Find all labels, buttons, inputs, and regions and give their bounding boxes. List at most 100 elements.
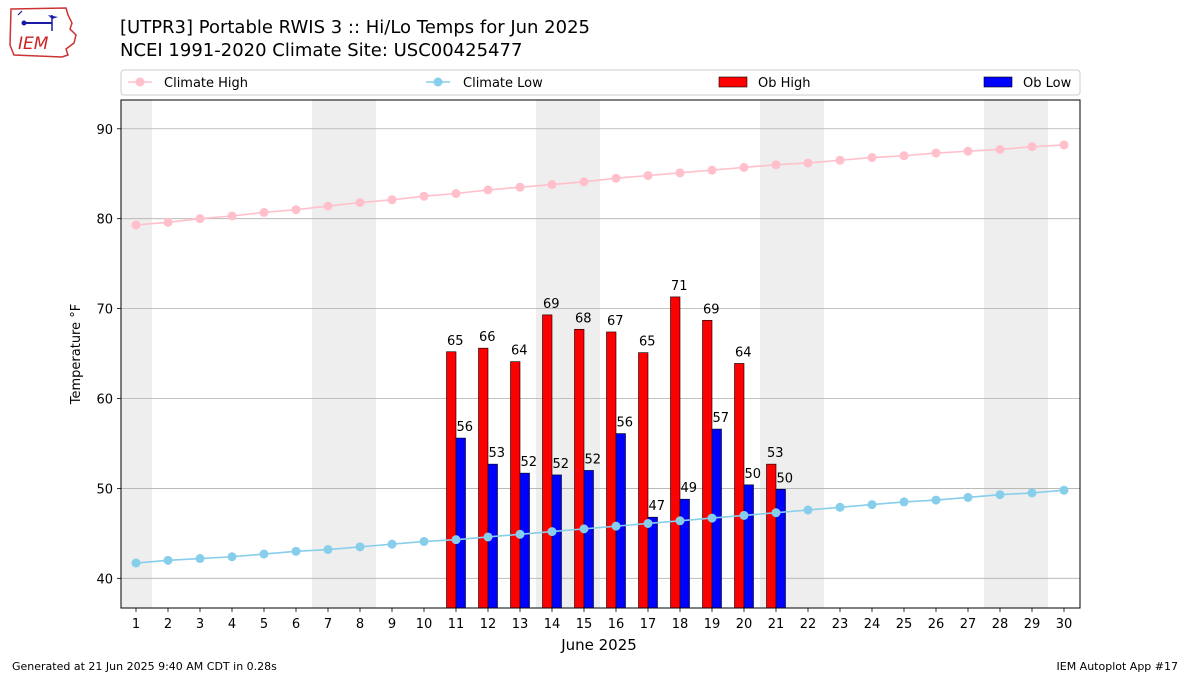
y-tick-label: 40 — [96, 572, 113, 587]
y-tick-label: 80 — [96, 213, 113, 228]
iem-logo: IEM — [8, 5, 82, 63]
climate-high-point — [227, 211, 237, 221]
ob-low-label: 50 — [776, 471, 793, 486]
ob-low-label: 53 — [488, 446, 505, 461]
climate-high-point — [451, 189, 461, 199]
x-tick-label: 21 — [768, 617, 785, 632]
x-tick-label: 3 — [196, 617, 204, 632]
climate-high-point — [739, 162, 749, 172]
generated-timestamp: Generated at 21 Jun 2025 9:40 AM CDT in … — [12, 660, 277, 673]
x-tick-label: 6 — [292, 617, 300, 632]
weekend-shade — [344, 100, 376, 608]
climate-low-point — [835, 502, 845, 512]
x-tick-label: 15 — [576, 617, 593, 632]
climate-low-point — [771, 508, 781, 518]
ob-low-bar — [615, 433, 626, 609]
climate-low-point — [451, 535, 461, 545]
climate-low-point — [547, 527, 557, 537]
x-tick-label: 14 — [544, 617, 561, 632]
ob-high-bar — [574, 328, 585, 609]
climate-high-point — [867, 153, 877, 163]
climate-high-point — [995, 144, 1005, 154]
climate-low-point — [643, 518, 653, 528]
ob-low-bar — [775, 489, 786, 609]
climate-high-point — [355, 197, 365, 207]
x-tick-label: 23 — [832, 617, 849, 632]
climate-low-point — [163, 555, 173, 565]
climate-low-point — [323, 545, 333, 555]
legend-ob-low-swatch — [983, 76, 1013, 88]
climate-high-point — [259, 207, 269, 217]
x-tick-label: 1 — [132, 617, 140, 632]
climate-high-point — [771, 160, 781, 170]
chart-subtitle: NCEI 1991-2020 Climate Site: USC00425477 — [120, 40, 523, 61]
ob-low-label: 50 — [744, 467, 761, 482]
climate-low-point — [259, 549, 269, 559]
chart-title: [UTPR3] Portable RWIS 3 :: Hi/Lo Temps f… — [120, 17, 590, 38]
climate-low-point — [227, 552, 237, 562]
y-tick-label: 50 — [96, 482, 113, 497]
x-tick-label: 17 — [640, 617, 657, 632]
climate-high-point — [387, 195, 397, 205]
y-axis-label: Temperature °F — [69, 304, 84, 405]
ob-high-bar — [478, 347, 489, 609]
climate-low-point — [1059, 485, 1069, 495]
legend-ob-high-swatch — [718, 76, 748, 88]
weekend-shade — [1016, 100, 1048, 608]
weekend-shade — [312, 100, 344, 608]
climate-low-point — [387, 539, 397, 549]
x-tick-label: 2 — [164, 617, 172, 632]
ob-low-label: 52 — [584, 452, 601, 467]
x-tick-label: 13 — [512, 617, 529, 632]
climate-low-point — [611, 521, 621, 531]
ob-high-label: 64 — [735, 345, 752, 360]
x-tick-label: 8 — [356, 617, 364, 632]
x-tick-label: 22 — [800, 617, 817, 632]
x-tick-label: 19 — [704, 617, 721, 632]
x-tick-label: 27 — [960, 617, 977, 632]
x-tick-label: 12 — [480, 617, 497, 632]
y-tick-label: 90 — [96, 123, 113, 138]
climate-high-point — [291, 205, 301, 215]
climate-low-point — [931, 495, 941, 505]
ob-high-bar — [702, 319, 713, 609]
climate-high-point — [643, 171, 653, 181]
climate-low-point — [419, 536, 429, 546]
climate-low-point — [515, 529, 525, 539]
ob-high-label: 71 — [671, 279, 688, 294]
climate-low-point — [899, 497, 909, 507]
ob-low-label: 56 — [456, 420, 473, 435]
climate-high-point — [195, 214, 205, 224]
climate-low-point — [355, 542, 365, 552]
x-tick-label: 16 — [608, 617, 625, 632]
ob-low-label: 52 — [552, 457, 569, 472]
weekend-shade — [792, 100, 824, 608]
climate-low-point — [1027, 488, 1037, 498]
legend-climate-low-marker — [433, 77, 443, 87]
climate-high-point — [707, 165, 717, 175]
x-tick-label: 4 — [228, 617, 236, 632]
legend-box — [120, 69, 1081, 96]
ob-low-bar — [551, 474, 562, 609]
ob-high-bar — [638, 352, 649, 609]
x-tick-label: 28 — [992, 617, 1009, 632]
climate-high-point — [483, 185, 493, 195]
x-axis-label: June 2025 — [560, 636, 637, 654]
legend-climate-low-label: Climate Low — [463, 76, 543, 91]
climate-low-point — [579, 524, 589, 534]
x-tick-label: 30 — [1056, 617, 1073, 632]
climate-low-point — [483, 532, 493, 542]
climate-high-point — [835, 155, 845, 165]
ob-low-bar — [455, 437, 466, 609]
weekend-shade — [121, 100, 152, 608]
x-tick-label: 5 — [260, 617, 268, 632]
climate-low-line — [135, 489, 1065, 564]
x-tick-label: 25 — [896, 617, 913, 632]
climate-low-point — [195, 554, 205, 564]
ob-high-bar — [542, 314, 553, 609]
climate-low-point — [803, 505, 813, 515]
climate-low-point — [131, 558, 141, 568]
ob-low-label: 56 — [616, 416, 633, 431]
ob-low-bar — [679, 498, 690, 609]
legend-climate-high-label: Climate High — [164, 76, 248, 91]
